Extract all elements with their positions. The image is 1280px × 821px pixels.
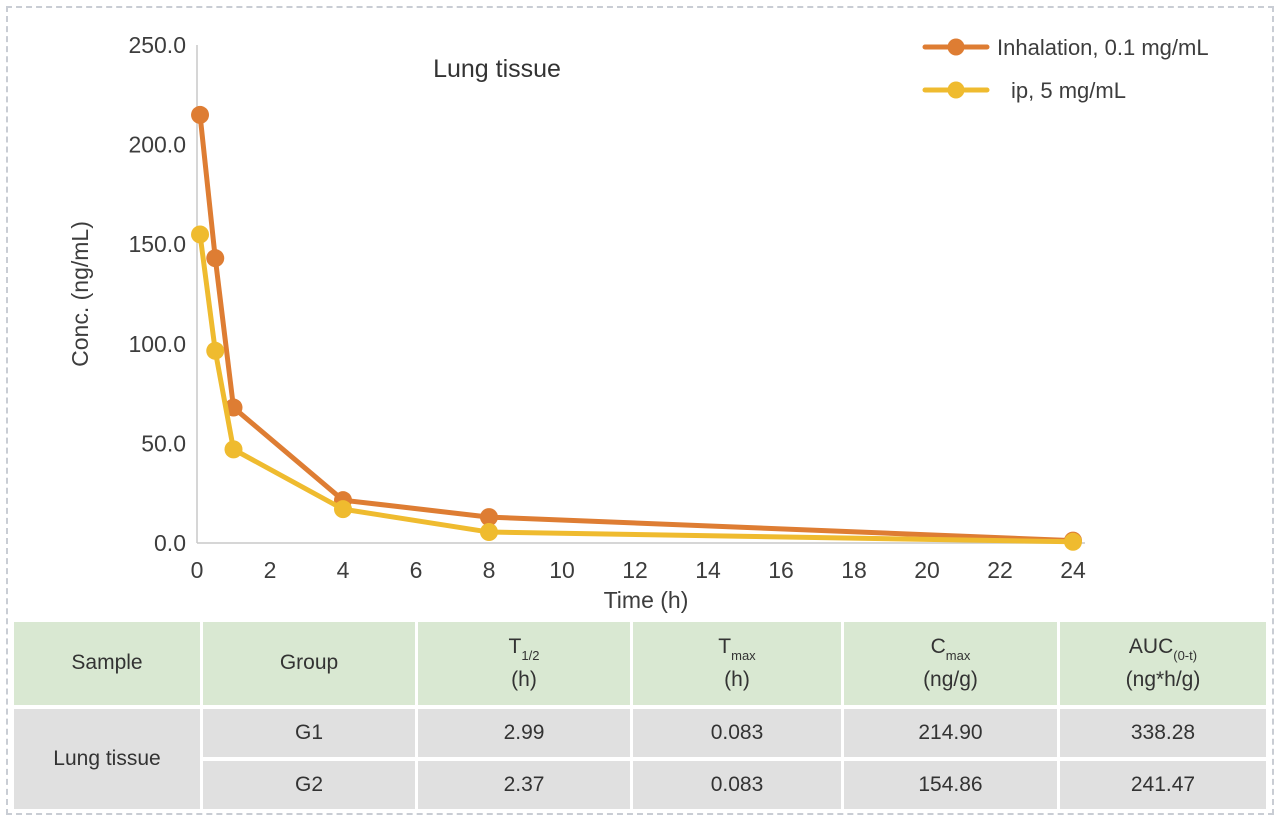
x-tick-label: 8 (483, 557, 496, 583)
legend-marker-1 (947, 81, 965, 99)
series-line-1 (197, 231, 1076, 545)
x-tick-label: 16 (768, 557, 794, 583)
pk-parameters-table: Sample Group T1/2 (h) Tmax (h) Cmax (ng/g) AUC(0… (14, 622, 1266, 809)
column-header-4: Cmax (ng/g) (844, 622, 1057, 705)
x-tick-label: 2 (264, 557, 277, 583)
y-tick-label: 150.0 (128, 231, 186, 257)
column-header-3: Tmax (h) (633, 622, 841, 705)
chart-title: Lung tissue (433, 55, 561, 83)
legend-label-1: ip, 5 mg/mL (1011, 78, 1126, 103)
x-axis-title: Time (h) (604, 587, 689, 613)
data-point-marker-1-0 (191, 225, 210, 244)
x-tick-label: 18 (841, 557, 867, 583)
x-tick-label: 12 (622, 557, 648, 583)
cell-auc-row0: 338.28 (1060, 709, 1266, 757)
legend-marker-0 (947, 38, 965, 56)
y-tick-label: 200.0 (128, 132, 186, 158)
column-header-0: Sample (14, 622, 200, 705)
series-line-0 (197, 112, 1076, 544)
column-header-1: Group (203, 622, 415, 705)
column-header-2: T1/2 (h) (418, 622, 630, 705)
cell-group-row0: G1 (203, 709, 415, 757)
data-point-marker-1-5 (1064, 532, 1082, 551)
x-tick-label: 6 (410, 557, 423, 583)
data-point-marker-1-2 (224, 440, 243, 459)
x-tick-label: 14 (695, 557, 721, 583)
y-tick-label: 250.0 (128, 32, 186, 58)
data-point-marker-0-1 (206, 249, 225, 268)
cell-t_half-row0: 2.99 (418, 709, 630, 757)
x-tick-label: 24 (1060, 557, 1086, 583)
y-tick-label: 0.0 (154, 530, 186, 556)
cell-c_max-row0: 214.90 (844, 709, 1057, 757)
sample-cell: Lung tissue (14, 709, 200, 809)
data-point-marker-1-3 (334, 500, 352, 519)
data-point-marker-1-4 (480, 523, 498, 542)
cell-c_max-row1: 154.86 (844, 761, 1057, 809)
y-tick-label: 100.0 (128, 331, 186, 357)
x-tick-label: 10 (549, 557, 575, 583)
data-point-marker-0-4 (480, 508, 498, 527)
y-axis-title: Conc. (ng/mL) (67, 221, 93, 367)
chart-area: 0.0 50.0 100.0 150.0 200.0 250.0 0 2 4 6 8 10 12 14 16… (67, 32, 1209, 613)
y-tick-label: 50.0 (141, 430, 186, 456)
column-header-5: AUC(0-t) (ng*h/g) (1060, 622, 1266, 705)
cell-t_half-row1: 2.37 (418, 761, 630, 809)
x-tick-label: 0 (191, 557, 204, 583)
data-point-marker-0-0 (191, 105, 210, 124)
cell-auc-row1: 241.47 (1060, 761, 1266, 809)
x-tick-label: 4 (337, 557, 350, 583)
x-tick-label: 20 (914, 557, 940, 583)
cell-t_max-row0: 0.083 (633, 709, 841, 757)
cell-group-row1: G2 (203, 761, 415, 809)
cell-t_max-row1: 0.083 (633, 761, 841, 809)
legend-label-0: Inhalation, 0.1 mg/mL (997, 35, 1209, 60)
x-tick-label: 22 (987, 557, 1013, 583)
data-point-marker-1-1 (206, 341, 225, 360)
